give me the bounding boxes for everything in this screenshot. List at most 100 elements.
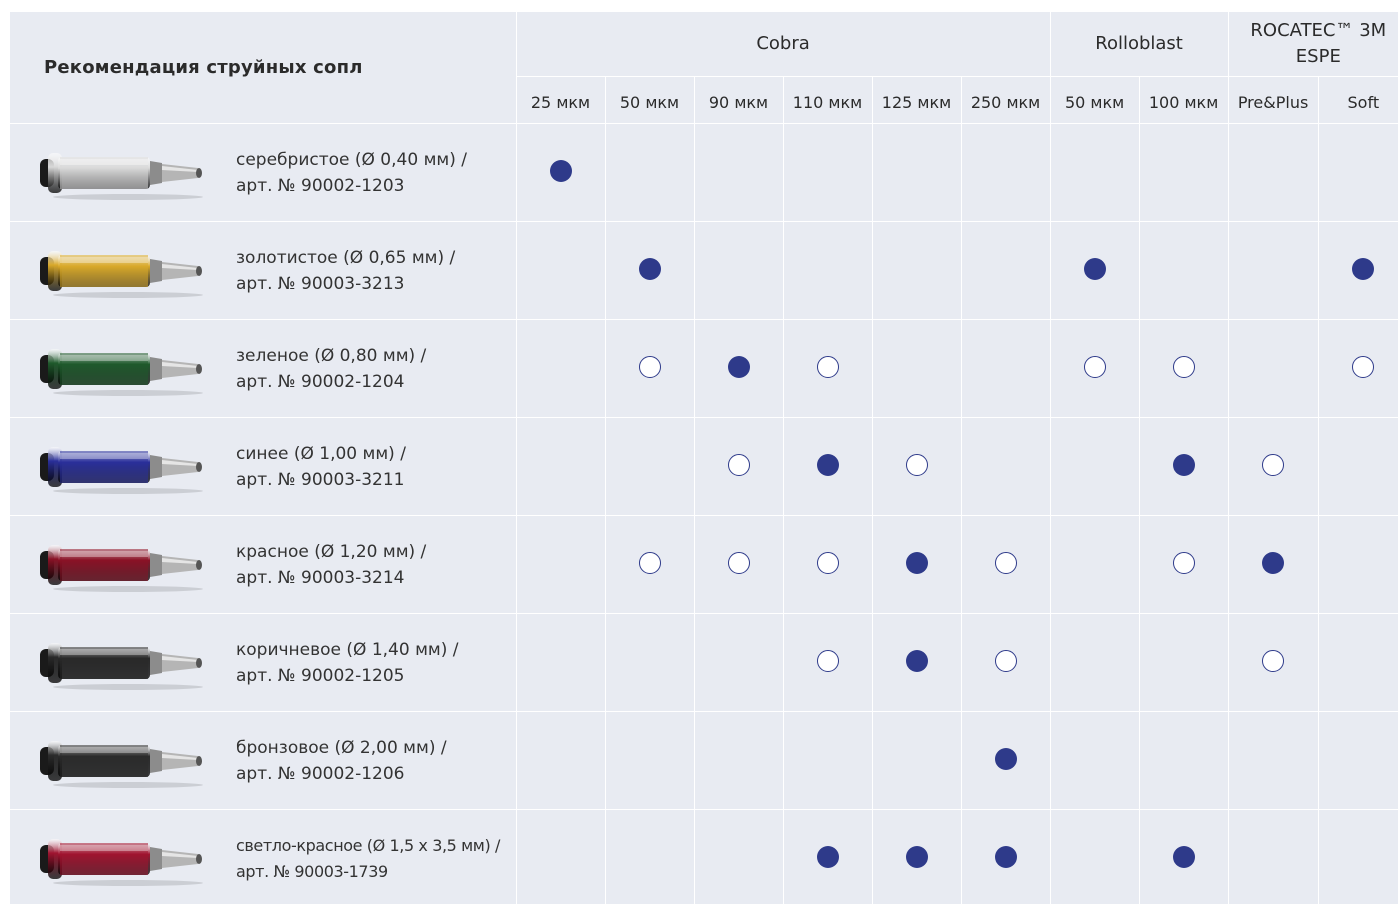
nozzle-name: золотистое (Ø 0,65 мм) / [236,247,456,268]
table-row: серебристое (Ø 0,40 мм) / арт. № 90002-12… [10,123,1398,222]
open-circle-icon [638,355,661,378]
group-header-rocatec: ROCATEC™ 3M ESPE [1227,12,1398,77]
nozzle-label: светло-красное (Ø 1,5 x 3,5 мм) / арт. № … [236,833,516,885]
mark-cell [782,221,872,320]
nozzle-image-cell [10,711,236,810]
open-circle-icon [816,551,839,574]
mark-cell [1317,123,1398,222]
mark-cell [871,123,961,222]
filled-circle-icon [727,355,750,378]
mark-cell [1317,515,1398,614]
nozzle-label: зеленое (Ø 0,80 мм) / арт. № 90002-1204 [236,343,516,395]
table-body: серебристое (Ø 0,40 мм) / арт. № 90002-12… [10,123,1398,908]
mark-cell [604,515,694,614]
open-circle-icon [816,355,839,378]
mark-cell [515,221,605,320]
mark-cell [960,613,1051,712]
nozzle-article-number: арт. № 90002-1204 [236,371,405,392]
table-title-cell: Рекомендация струйных сопл [10,12,516,124]
nozzle-label-cell: зеленое (Ø 0,80 мм) / арт. № 90002-1204 [236,319,516,418]
mark-cell [1049,515,1140,614]
open-circle-icon [1083,355,1106,378]
mark-cell [1138,613,1229,712]
mark-cell [604,417,694,516]
nozzle-label: коричневое (Ø 1,40 мм) / арт. № 90002-120… [236,637,516,689]
open-circle-icon [1262,649,1285,672]
mark-cell [1138,809,1229,908]
open-circle-icon [905,453,928,476]
mark-cell [693,221,783,320]
open-circle-icon [1172,355,1195,378]
table-row: синее (Ø 1,00 мм) / арт. № 90003-3211 [10,417,1398,516]
nozzle-recommendation-table-wrapper: Рекомендация струйных сопл Cobra Rollobl… [10,12,1398,908]
mark-cell [693,123,783,222]
mark-cell [1317,613,1398,712]
filled-circle-icon [1083,257,1106,280]
filled-circle-icon [1172,453,1195,476]
column-header: 50 мкм [1049,76,1140,124]
mark-cell [782,711,872,810]
filled-circle-icon [638,257,661,280]
nozzle-name: зеленое (Ø 0,80 мм) / [236,345,427,366]
column-header: 50 мкм [604,76,694,124]
mark-cell [515,613,605,712]
mark-cell [604,613,694,712]
nozzle-label: синее (Ø 1,00 мм) / арт. № 90003-3211 [236,441,516,493]
mark-cell [693,711,783,810]
nozzle-label: золотистое (Ø 0,65 мм) / арт. № 90003-321… [236,245,516,297]
nozzle-name: синее (Ø 1,00 мм) / [236,443,406,464]
column-header: Pre&Plus [1227,76,1319,124]
column-header: 110 мкм [782,76,872,124]
mark-cell [1138,123,1229,222]
mark-cell [1049,417,1140,516]
mark-cell [693,613,783,712]
mark-cell [960,123,1051,222]
mark-cell [515,809,605,908]
nozzle-image [40,348,203,396]
table-row: коричневое (Ø 1,40 мм) / арт. № 90002-120… [10,613,1398,712]
mark-cell [960,711,1051,810]
nozzle-label-cell: бронзовое (Ø 2,00 мм) / арт. № 90002-1206 [236,711,516,810]
mark-cell [1138,711,1229,810]
mark-cell [782,515,872,614]
mark-cell [871,221,961,320]
column-header: 250 мкм [960,76,1051,124]
mark-cell [1049,711,1140,810]
mark-cell [871,809,961,908]
mark-cell [871,319,961,418]
nozzle-name: серебристое (Ø 0,40 мм) / [236,149,467,170]
mark-cell [782,123,872,222]
nozzle-label-cell: красное (Ø 1,20 мм) / арт. № 90003-3214 [236,515,516,614]
filled-circle-icon [549,159,572,182]
table-row: зеленое (Ø 0,80 мм) / арт. № 90002-1204 [10,319,1398,418]
filled-circle-icon [1262,551,1285,574]
open-circle-icon [727,453,750,476]
mark-cell [871,613,961,712]
mark-cell [515,417,605,516]
nozzle-label-cell: золотистое (Ø 0,65 мм) / арт. № 90003-321… [236,221,516,320]
mark-cell [1227,809,1319,908]
mark-cell [1227,319,1319,418]
nozzle-article-number: арт. № 90002-1206 [236,763,405,784]
nozzle-image-cell [10,417,236,516]
nozzle-label-cell: серебристое (Ø 0,40 мм) / арт. № 90002-12… [236,123,516,222]
mark-cell [871,711,961,810]
mark-cell [1138,515,1229,614]
column-header: 25 мкм [515,76,605,124]
filled-circle-icon [905,845,928,868]
mark-cell [1227,221,1319,320]
group-header-cobra: Cobra [515,12,1051,77]
table-row: бронзовое (Ø 2,00 мм) / арт. № 90002-1206 [10,711,1398,810]
mark-cell [1227,417,1319,516]
nozzle-label-cell: коричневое (Ø 1,40 мм) / арт. № 90002-120… [236,613,516,712]
mark-cell [1227,123,1319,222]
open-circle-icon [1172,551,1195,574]
mark-cell [1049,123,1140,222]
open-circle-icon [727,551,750,574]
mark-cell [604,711,694,810]
mark-cell [1317,809,1398,908]
table-row: золотистое (Ø 0,65 мм) / арт. № 90003-321… [10,221,1398,320]
mark-cell [1317,711,1398,810]
nozzle-name: светло-красное (Ø 1,5 x 3,5 мм) / [236,835,500,855]
mark-cell [1317,319,1398,418]
